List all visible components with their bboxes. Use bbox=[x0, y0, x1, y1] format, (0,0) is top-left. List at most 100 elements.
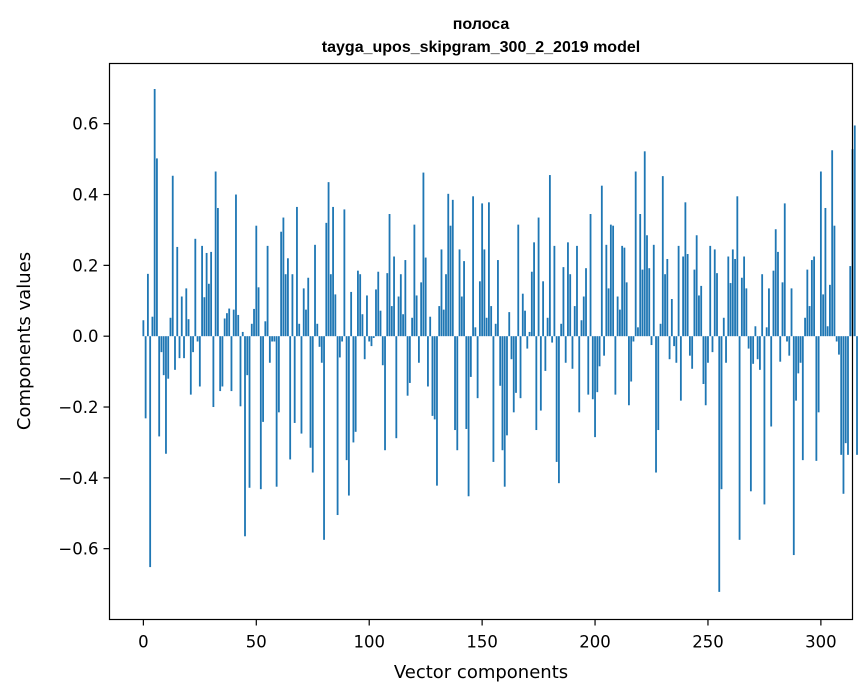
bar bbox=[562, 267, 565, 337]
bar bbox=[734, 258, 736, 337]
y-tick-label: 0.2 bbox=[72, 256, 98, 275]
bar bbox=[176, 246, 179, 337]
bar bbox=[375, 289, 377, 337]
bar bbox=[770, 336, 773, 427]
bar bbox=[162, 336, 165, 376]
bar bbox=[341, 336, 344, 342]
bar bbox=[192, 336, 194, 353]
bar bbox=[648, 268, 651, 337]
bar bbox=[695, 235, 698, 337]
bar bbox=[325, 222, 328, 337]
bar bbox=[652, 244, 655, 337]
bar bbox=[436, 336, 438, 486]
bar bbox=[472, 196, 474, 337]
bar bbox=[700, 285, 703, 337]
bar bbox=[664, 274, 666, 337]
bar bbox=[268, 336, 271, 363]
bar bbox=[675, 336, 678, 363]
bar bbox=[264, 321, 267, 337]
bar bbox=[293, 336, 296, 423]
bar bbox=[488, 202, 490, 337]
bar bbox=[813, 256, 816, 337]
bar bbox=[819, 171, 822, 337]
bar bbox=[740, 277, 743, 337]
bar bbox=[567, 242, 569, 337]
bar bbox=[320, 336, 323, 363]
bar bbox=[849, 266, 852, 337]
bar bbox=[280, 231, 283, 337]
bar bbox=[399, 274, 402, 337]
bar bbox=[847, 336, 849, 455]
bar bbox=[718, 336, 721, 592]
bar bbox=[618, 309, 621, 337]
bar bbox=[469, 336, 472, 377]
bar bbox=[377, 271, 380, 337]
bar bbox=[232, 309, 235, 337]
bar bbox=[526, 336, 529, 349]
bar bbox=[826, 326, 829, 337]
bar bbox=[314, 244, 316, 337]
bar bbox=[709, 245, 712, 337]
bar bbox=[219, 336, 222, 392]
bar bbox=[413, 224, 416, 337]
bar bbox=[772, 270, 775, 337]
y-axis-ticks: −0.6 −0.4 −0.2 0.0 0.2 0.4 0.6 bbox=[58, 115, 110, 559]
y-tick-label: 0.4 bbox=[72, 186, 98, 205]
bar bbox=[429, 316, 432, 337]
bar bbox=[171, 175, 174, 337]
x-tick-label: 300 bbox=[805, 633, 837, 652]
bar bbox=[390, 306, 393, 337]
bar bbox=[792, 336, 795, 556]
bar bbox=[386, 273, 389, 337]
bar bbox=[167, 336, 170, 379]
bar bbox=[600, 185, 603, 337]
bar bbox=[646, 235, 648, 337]
y-tick-label: −0.4 bbox=[58, 469, 98, 488]
bar bbox=[630, 336, 633, 382]
bar bbox=[255, 225, 258, 337]
bar bbox=[422, 172, 425, 337]
bar bbox=[327, 182, 330, 337]
bar bbox=[424, 257, 427, 337]
chart-subtitle: tayga_upos_skipgram_300_2_2019 model bbox=[322, 39, 640, 56]
bar bbox=[797, 336, 800, 374]
bar bbox=[307, 277, 310, 337]
bar bbox=[244, 336, 246, 537]
bar bbox=[492, 336, 495, 462]
bar bbox=[494, 323, 497, 337]
bar bbox=[323, 336, 325, 540]
bar bbox=[840, 336, 843, 455]
bar bbox=[774, 229, 777, 337]
bar bbox=[149, 336, 152, 568]
bar bbox=[427, 336, 429, 387]
x-tick-label: 250 bbox=[692, 633, 724, 652]
bar bbox=[670, 299, 673, 337]
bar bbox=[616, 296, 619, 337]
bar bbox=[578, 336, 581, 413]
bar bbox=[165, 336, 167, 454]
bar bbox=[650, 336, 653, 346]
bar bbox=[169, 317, 172, 337]
bar bbox=[156, 158, 158, 337]
bar bbox=[395, 336, 398, 439]
bar bbox=[144, 336, 147, 419]
bar bbox=[217, 207, 219, 337]
bar bbox=[641, 269, 644, 337]
bar bbox=[795, 336, 797, 401]
bar bbox=[659, 323, 662, 337]
bar bbox=[804, 317, 806, 337]
bar bbox=[777, 251, 779, 337]
bar bbox=[612, 225, 615, 337]
bar bbox=[822, 294, 825, 337]
bar bbox=[384, 336, 386, 451]
bar bbox=[853, 125, 856, 337]
bar bbox=[533, 242, 535, 337]
bar bbox=[359, 274, 362, 337]
bar bbox=[499, 336, 502, 386]
bar bbox=[833, 225, 836, 337]
y-axis-label: Components values bbox=[14, 252, 35, 430]
bar bbox=[560, 323, 563, 337]
bar bbox=[262, 336, 264, 422]
bar bbox=[682, 256, 685, 337]
bar bbox=[808, 306, 811, 337]
